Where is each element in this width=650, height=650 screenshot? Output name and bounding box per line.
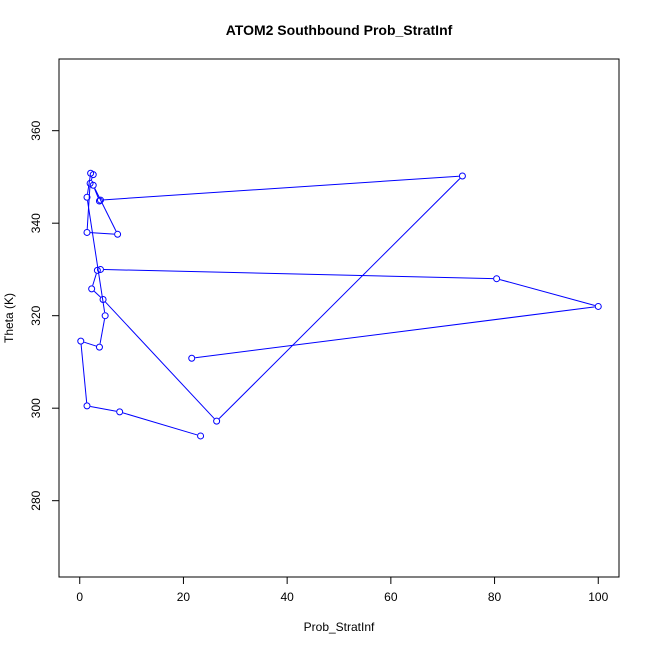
data-point <box>493 275 501 283</box>
data-point <box>114 230 122 238</box>
data-point <box>83 193 91 201</box>
series-line-segment <box>218 178 461 420</box>
series-line-segment <box>83 341 97 347</box>
y-tick-label: 280 <box>29 490 43 510</box>
data-point <box>213 417 221 425</box>
series-line-segment <box>103 269 494 280</box>
x-tick-label: 60 <box>384 590 398 604</box>
series-line-segment <box>87 176 91 194</box>
data-point <box>188 354 196 362</box>
series-line-segment <box>92 273 97 286</box>
data-point <box>458 172 466 180</box>
series-line-segment <box>499 279 596 306</box>
x-tick-label: 100 <box>588 590 608 604</box>
data-point <box>87 169 95 177</box>
series-line-segment <box>105 301 215 419</box>
y-axis: 280 300 320 340 360 <box>29 120 60 511</box>
data-point <box>96 265 104 273</box>
data-point <box>594 302 602 310</box>
data-point <box>95 343 103 351</box>
y-axis-label: Theta (K) <box>2 293 16 343</box>
data-point <box>116 408 124 416</box>
series-line-segment <box>195 306 595 359</box>
data-point <box>83 402 91 410</box>
data-point <box>197 432 205 440</box>
data-point <box>88 285 96 293</box>
data-point <box>86 179 94 187</box>
x-tick-label: 80 <box>488 590 502 604</box>
x-tick-label: 20 <box>177 590 191 604</box>
series-line-segment <box>90 232 115 235</box>
x-tick-label: 40 <box>280 590 294 604</box>
x-axis: 0 20 40 60 80 100 <box>76 576 609 604</box>
series-line-segment <box>99 319 106 344</box>
data-point <box>93 266 101 274</box>
y-tick-label: 360 <box>29 120 43 140</box>
data-point <box>83 228 91 236</box>
series-line-segment <box>87 200 106 313</box>
series-line-segment <box>93 290 101 298</box>
y-tick-label: 300 <box>29 398 43 418</box>
data-point <box>101 312 109 320</box>
data-point <box>95 197 103 205</box>
data-point <box>96 196 104 204</box>
data-point <box>77 337 85 345</box>
series-line-segment <box>94 188 117 232</box>
series-line-segment <box>103 175 459 201</box>
series-line-segment <box>122 412 198 436</box>
data-point <box>99 296 107 303</box>
series-line-segment <box>90 177 93 181</box>
x-tick-label: 0 <box>76 590 83 604</box>
y-tick-label: 340 <box>29 213 43 233</box>
y-tick-label: 320 <box>29 305 43 325</box>
chart-title: ATOM2 Southbound Prob_StratInf <box>226 22 453 38</box>
series-layer <box>77 169 602 440</box>
x-axis-label: Prob_StratInf <box>304 620 375 634</box>
series-line-segment <box>80 344 88 403</box>
series-line-segment <box>90 406 117 412</box>
